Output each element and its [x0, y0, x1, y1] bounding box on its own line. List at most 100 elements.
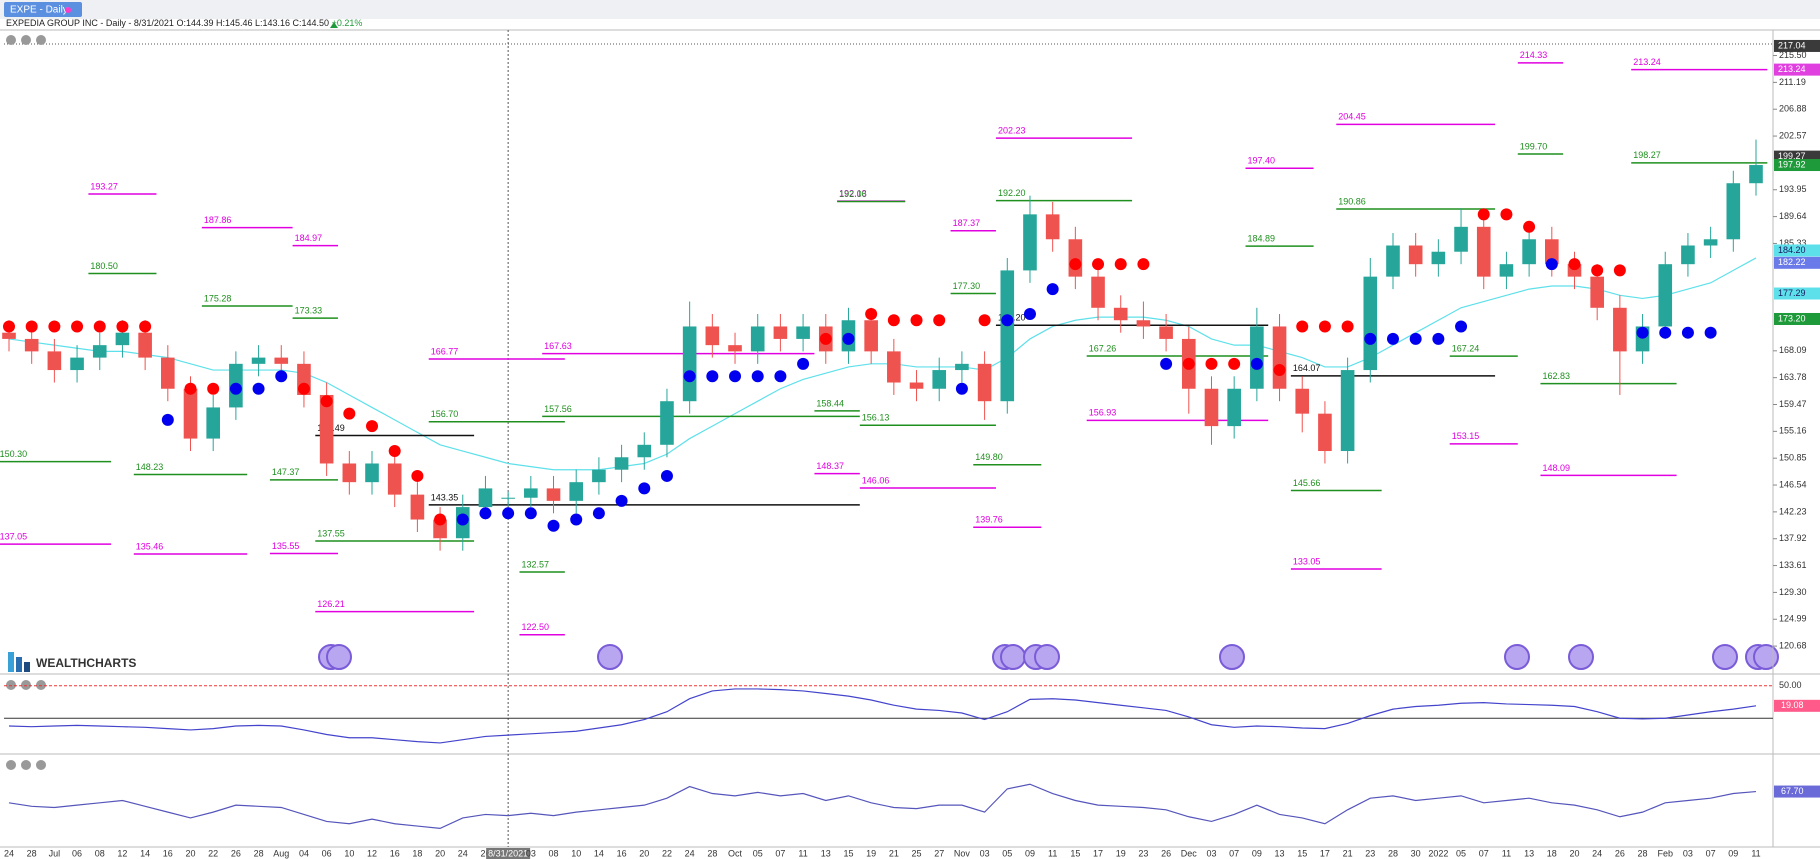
candle-body — [1023, 214, 1037, 271]
candle-body — [1091, 276, 1105, 308]
event-icon[interactable] — [1568, 644, 1594, 670]
candle-body — [251, 357, 266, 364]
stop-dot — [366, 420, 379, 433]
event-icon[interactable] — [1000, 644, 1026, 670]
stop-dot — [1046, 283, 1059, 296]
event-icon[interactable] — [1219, 644, 1245, 670]
tool-icon[interactable] — [36, 35, 46, 45]
tool-icon[interactable] — [21, 35, 31, 45]
tool-icon[interactable] — [6, 760, 16, 770]
event-icon[interactable] — [1034, 644, 1060, 670]
level-label: 145.66 — [1293, 478, 1321, 488]
x-tick-label: 28 — [1388, 848, 1398, 858]
tool-icon[interactable] — [6, 680, 16, 690]
candle-body — [1045, 214, 1060, 240]
level-label: 167.24 — [1452, 343, 1480, 353]
candle-body — [161, 357, 175, 389]
x-tick-label: 19 — [1116, 848, 1126, 858]
event-icon[interactable] — [326, 644, 352, 670]
stop-dot — [1296, 320, 1309, 333]
candle-body — [1227, 388, 1241, 427]
event-icon[interactable] — [1753, 644, 1779, 670]
stop-dot — [1114, 258, 1127, 271]
toolbar[interactable] — [6, 35, 46, 770]
candle-body — [773, 326, 788, 339]
level-label: 214.33 — [1520, 50, 1548, 60]
candle-body — [115, 332, 130, 346]
stop-dot — [388, 445, 401, 458]
x-tick-label: 22 — [208, 848, 218, 858]
y-tick-label: 159.47 — [1779, 399, 1807, 409]
stop-dot — [547, 519, 560, 532]
candle-body — [70, 357, 84, 371]
candle-body — [319, 394, 334, 464]
event-icon[interactable] — [597, 644, 623, 670]
x-tick-label: 24 — [458, 848, 468, 858]
x-tick-label: 11 — [798, 848, 807, 858]
x-tick-label: 22 — [662, 848, 672, 858]
stop-dot — [275, 370, 288, 383]
level-label: 156.70 — [431, 409, 459, 419]
x-tick-label: 03 — [1683, 848, 1693, 858]
tool-icon[interactable] — [6, 35, 16, 45]
x-tick-label: 23 — [1365, 848, 1375, 858]
stop-dot — [1364, 332, 1377, 345]
event-icon[interactable] — [1504, 644, 1530, 670]
y-tick-label: 155.16 — [1779, 426, 1807, 436]
stop-dot — [1023, 308, 1036, 321]
event-icon[interactable] — [1712, 644, 1738, 670]
candle-body — [92, 345, 107, 358]
x-tick-label: 17 — [1093, 848, 1103, 858]
y-tick-label: 120.68 — [1779, 640, 1807, 650]
stop-dot — [638, 482, 651, 495]
candle-body — [796, 326, 810, 339]
candle-body — [1499, 264, 1514, 277]
tool-icon[interactable] — [21, 680, 31, 690]
symbol-date: 8/31/2021 — [134, 18, 174, 28]
value-marker — [1774, 785, 1820, 798]
y-tick-label: 185.33 — [1779, 238, 1807, 248]
x-tick-label: 23 — [1138, 848, 1148, 858]
x-tick-label: 05 — [753, 848, 763, 858]
stop-dot — [434, 513, 447, 526]
x-tick-label: 26 — [1161, 848, 1171, 858]
x-tick-label: 17 — [1320, 848, 1330, 858]
x-tick-label: 09 — [1025, 848, 1035, 858]
candle-body — [183, 388, 198, 439]
symbol-tab-label[interactable]: EXPE - Daily — [10, 5, 68, 16]
tool-icon[interactable] — [36, 680, 46, 690]
stop-dot — [592, 507, 605, 520]
x-tick-label: 28 — [27, 848, 37, 858]
tool-icon[interactable] — [21, 760, 31, 770]
price-marker — [1774, 63, 1820, 76]
stop-dot — [978, 314, 991, 327]
value-marker-label: 67.70 — [1781, 786, 1804, 796]
level-label: 148.09 — [1542, 463, 1570, 473]
price-marker-label: 197.92 — [1778, 159, 1806, 169]
level-label: 167.26 — [1089, 343, 1117, 353]
stop-dot — [229, 382, 242, 395]
candle-body — [1522, 239, 1536, 265]
x-tick-label: 2022 — [1428, 848, 1448, 858]
stop-dot — [139, 320, 152, 333]
x-tick-label: 16 — [390, 848, 400, 858]
candle-body — [1749, 165, 1763, 184]
event-icons[interactable] — [318, 644, 1779, 670]
candle-body — [387, 463, 402, 495]
x-tick-label: 03 — [980, 848, 990, 858]
price-marker — [1774, 159, 1820, 172]
stop-dot — [116, 320, 129, 333]
symbol-tab[interactable] — [4, 2, 82, 17]
x-tick-label: 04 — [299, 848, 309, 858]
x-tick-label: 13 — [821, 848, 831, 858]
price-marker-label: 184.20 — [1778, 245, 1806, 255]
candle-body — [1386, 245, 1400, 277]
candle-body — [546, 488, 561, 501]
stop-dot — [1500, 208, 1513, 221]
tool-icon[interactable] — [36, 760, 46, 770]
stop-dot — [660, 469, 673, 482]
stop-dot — [1455, 320, 1468, 333]
stop-dot — [252, 382, 265, 395]
x-tick-label: 21 — [889, 848, 899, 858]
x-tick-label: 06 — [72, 848, 82, 858]
